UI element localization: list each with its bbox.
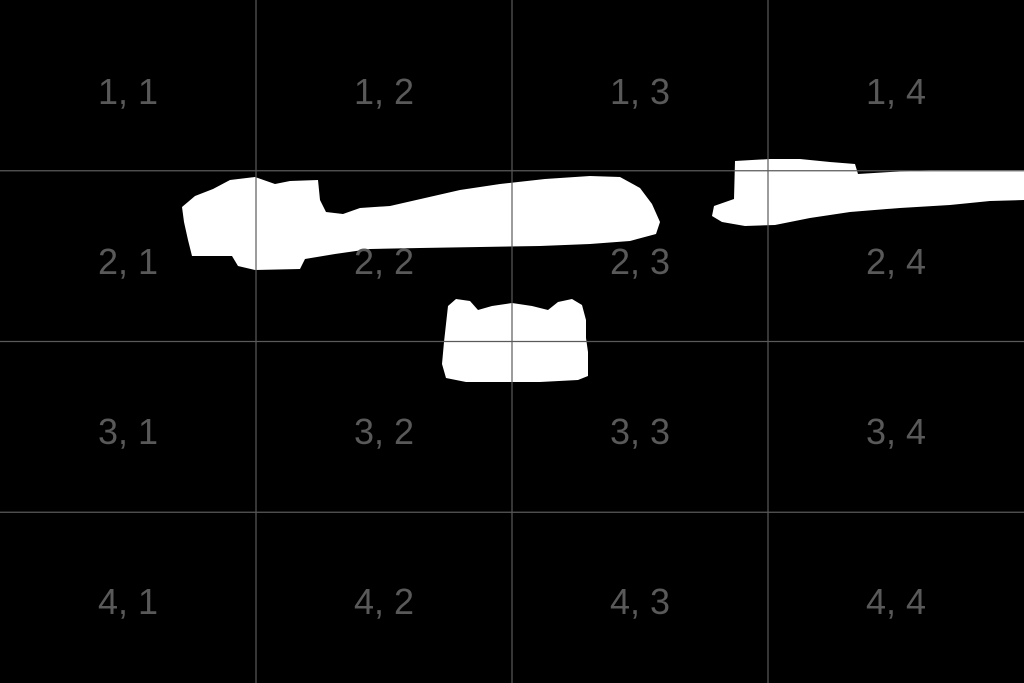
cell-label-3-3: 3, 3 bbox=[610, 411, 670, 452]
cell-label-2-3: 2, 3 bbox=[610, 241, 670, 282]
cell-label-2-2: 2, 2 bbox=[354, 241, 414, 282]
cell-label-3-1: 3, 1 bbox=[98, 411, 158, 452]
cell-label-1-2: 1, 2 bbox=[354, 71, 414, 112]
cell-label-4-4: 4, 4 bbox=[866, 581, 926, 622]
mask-blob-small bbox=[442, 299, 588, 382]
cell-label-4-2: 4, 2 bbox=[354, 581, 414, 622]
cell-label-4-1: 4, 1 bbox=[98, 581, 158, 622]
cell-label-1-4: 1, 4 bbox=[866, 71, 926, 112]
cell-label-3-2: 3, 2 bbox=[354, 411, 414, 452]
cell-label-2-4: 2, 4 bbox=[866, 241, 926, 282]
cell-label-2-1: 2, 1 bbox=[98, 241, 158, 282]
cell-label-1-3: 1, 3 bbox=[610, 71, 670, 112]
cell-label-1-1: 1, 1 bbox=[98, 71, 158, 112]
cell-label-3-4: 3, 4 bbox=[866, 411, 926, 452]
cell-label-4-3: 4, 3 bbox=[610, 581, 670, 622]
